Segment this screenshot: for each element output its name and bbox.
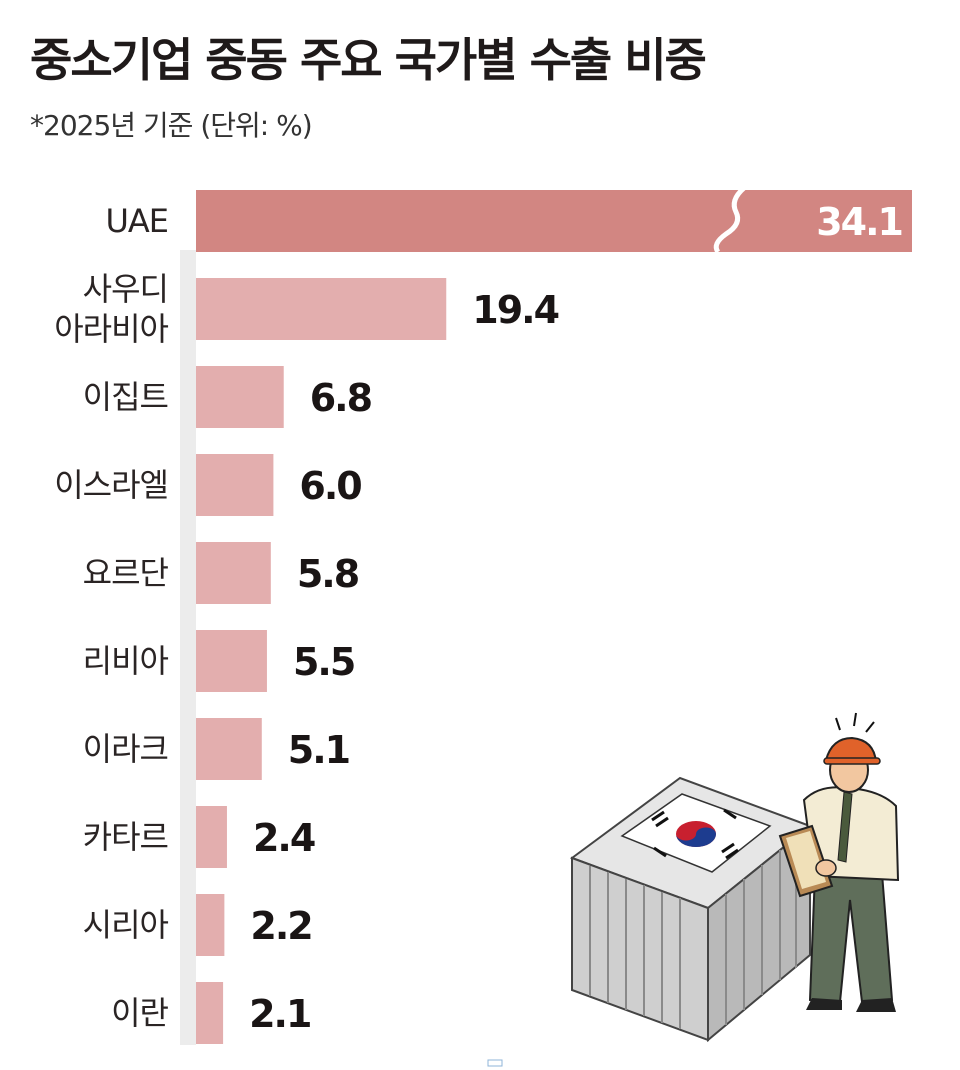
value-label-1: 19.4 — [472, 288, 558, 332]
bar-0 — [196, 190, 912, 252]
bar-4 — [196, 542, 271, 604]
category-label-0: UAE — [105, 202, 168, 240]
bars-group: UAE 34.1 사우디 아라비아 19.4 이집트 6.8 이스라엘 6.0 요르단 5.8 리비아… — [54, 186, 912, 1044]
value-label-6: 5.1 — [288, 728, 349, 772]
bar-2 — [196, 366, 284, 428]
value-label-3: 6.0 — [299, 464, 361, 508]
chart-subtitle: *2025년 기준 (단위: %) — [30, 109, 313, 142]
category-label-2: 이집트 — [83, 378, 168, 416]
bar-6 — [196, 718, 262, 780]
value-label-5: 5.5 — [293, 640, 354, 684]
category-label-9: 이란 — [111, 994, 168, 1032]
category-label-4: 요르단 — [83, 554, 169, 592]
bar-5 — [196, 630, 267, 692]
value-label-4: 5.8 — [297, 552, 359, 596]
worker-with-clipboard-icon — [778, 712, 900, 1012]
bar-1 — [196, 278, 447, 340]
bar-3 — [196, 454, 274, 516]
value-label-8: 2.2 — [250, 904, 311, 948]
category-label-7: 카타르 — [83, 818, 168, 856]
value-label-0: 34.1 — [816, 200, 902, 244]
bar-9 — [196, 982, 224, 1044]
footnote-mark — [487, 1059, 503, 1067]
category-label-3: 이스라엘 — [54, 466, 168, 504]
bar-7 — [196, 806, 227, 868]
value-label-9: 2.1 — [249, 992, 310, 1036]
value-label-2: 6.8 — [310, 376, 372, 420]
korean-flag-icon — [620, 793, 772, 873]
axis-break-mark — [713, 186, 746, 254]
category-label-6: 이라크 — [83, 730, 168, 768]
category-label-5: 리비아 — [83, 642, 169, 680]
category-label-1: 사우디 아라비아 — [54, 270, 168, 348]
value-label-7: 2.4 — [253, 816, 315, 860]
page-title: 중소기업 중동 주요 국가별 수출 비중 — [30, 33, 707, 87]
bar-8 — [196, 894, 225, 956]
category-label-8: 시리아 — [83, 906, 169, 944]
axis-band — [180, 250, 196, 1045]
